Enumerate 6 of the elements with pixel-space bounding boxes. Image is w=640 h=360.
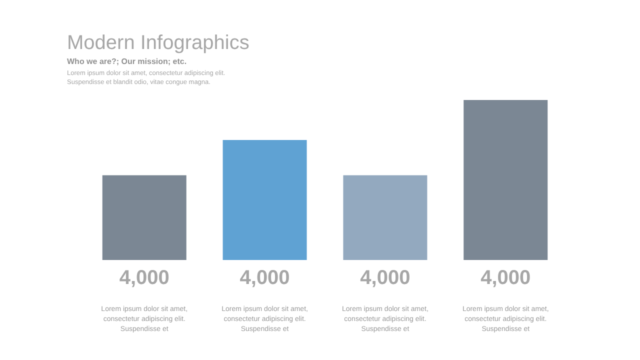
- text: 4,000: [240, 267, 290, 289]
- text: 4,000: [480, 267, 531, 289]
- chart-title: Modern Infographics: [67, 32, 250, 54]
- text: 4,000: [119, 267, 170, 289]
- text: 4,000: [360, 267, 410, 289]
- chart-subtitle: Who we are?; Our mission; etc.: [67, 57, 187, 66]
